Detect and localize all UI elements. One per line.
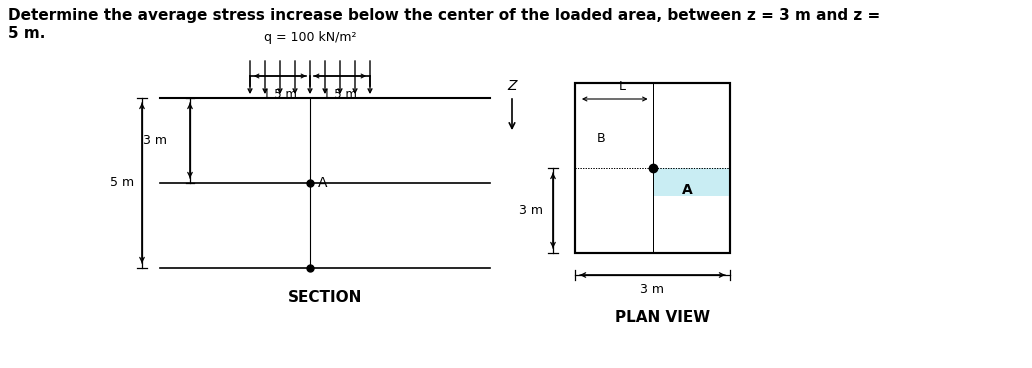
Text: 1.5 m: 1.5 m <box>263 88 297 101</box>
Text: L: L <box>618 80 625 93</box>
Text: 5 m: 5 m <box>110 177 134 190</box>
Text: 5 m.: 5 m. <box>8 26 45 41</box>
Text: Determine the average stress increase below the center of the loaded area, betwe: Determine the average stress increase be… <box>8 8 880 23</box>
Bar <box>652 168 730 196</box>
Text: 3 m: 3 m <box>519 204 543 217</box>
Bar <box>575 83 730 253</box>
Text: 1.5 m: 1.5 m <box>323 88 357 101</box>
Text: A: A <box>318 176 327 190</box>
Text: 3 m: 3 m <box>641 283 665 296</box>
Text: 3 m: 3 m <box>143 134 167 147</box>
Text: A: A <box>682 183 692 197</box>
Text: B: B <box>596 131 606 145</box>
Bar <box>575 83 730 253</box>
Text: Z: Z <box>508 79 517 93</box>
Text: q = 100 kN/m²: q = 100 kN/m² <box>264 31 356 44</box>
Text: SECTION: SECTION <box>288 290 362 305</box>
Text: PLAN VIEW: PLAN VIEW <box>615 310 710 325</box>
